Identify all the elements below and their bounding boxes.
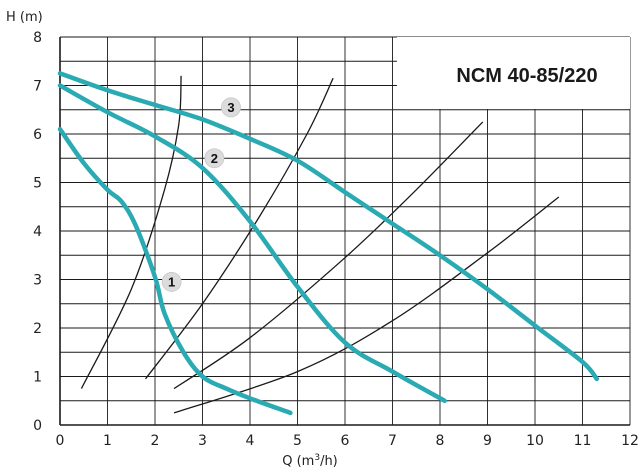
x-axis-title: Q (m3/h)	[282, 453, 338, 469]
pump-curve-1	[57, 126, 293, 416]
pump-curve-3	[57, 71, 600, 382]
x-tick-label: 6	[341, 433, 350, 449]
curve-badge-label: 2	[211, 151, 218, 166]
x-tick-label: 4	[246, 433, 255, 449]
curve-labels: 1 2 3	[161, 97, 241, 292]
y-tick-label: 6	[33, 127, 42, 143]
system-curve-5	[144, 77, 334, 380]
x-tick-label: 1	[103, 433, 112, 449]
y-tick-label: 1	[33, 370, 42, 386]
x-tick-label: 2	[151, 433, 160, 449]
y-tick-label: 3	[33, 273, 42, 289]
x-tick-label: 8	[436, 433, 445, 449]
x-tick-label: 3	[198, 433, 207, 449]
x-tick-label: 10	[526, 433, 544, 449]
curve-badge-1	[161, 272, 182, 292]
y-tick-label: 7	[33, 79, 42, 95]
x-tick-label: 9	[483, 433, 492, 449]
x-tick-label: 0	[56, 433, 65, 449]
system-curves	[80, 75, 560, 414]
y-axis-title: H (m)	[6, 10, 43, 25]
curve-badge-label: 3	[227, 100, 234, 115]
pump-curves	[57, 71, 600, 416]
system-curve-6	[173, 121, 484, 390]
chart-title: NCM 40-85/220	[456, 65, 597, 87]
curve-badge-2	[204, 148, 225, 169]
title-box	[397, 37, 630, 109]
x-tick-label: 11	[574, 433, 592, 449]
y-tick-label: 5	[33, 176, 42, 192]
x-tick-label: 7	[388, 433, 397, 449]
x-tick-label: 5	[293, 433, 302, 449]
curve-badge-3	[221, 97, 241, 118]
y-tick-label: 4	[33, 224, 42, 240]
system-curve-4	[80, 75, 182, 389]
curve-badge-label: 1	[168, 274, 175, 289]
y-tick-label: 8	[33, 30, 42, 46]
pump-curve-2	[57, 83, 447, 404]
system-curve-7	[173, 196, 560, 414]
y-tick-label: 2	[33, 321, 42, 337]
x-tick-label: 12	[621, 433, 639, 449]
y-tick-label: 0	[33, 418, 42, 434]
